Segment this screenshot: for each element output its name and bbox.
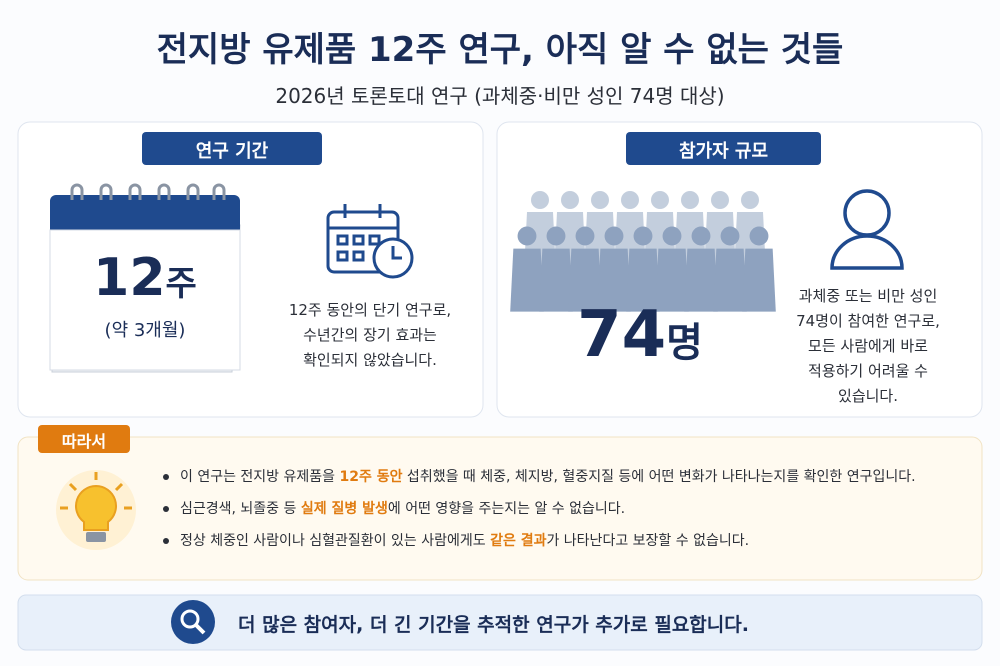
person-icon — [830, 189, 904, 270]
participants-badge: 참가자 규모 — [678, 141, 769, 162]
description-line: 모든 사람에게 바로 — [808, 337, 928, 355]
conclusion-card — [17, 436, 983, 581]
silhouette — [684, 226, 718, 312]
unit: 명 — [666, 320, 703, 366]
bullet-text: 에 어떤 영향을 주는지는 알 수 없습니다. — [387, 501, 626, 517]
silhouette — [539, 226, 573, 312]
bullet-highlight: 12주 동안 — [339, 469, 403, 485]
bullet-text: 가 나타난다고 보장할 수 없습니다. — [546, 533, 750, 549]
calendar-illustration — [49, 183, 241, 373]
silhouette — [626, 226, 660, 312]
footer-text: 더 많은 참여자, 더 긴 기간을 추적한 연구가 추가로 필요합니다. — [238, 614, 749, 636]
bullet: 정상 체중인 사람이나 심혈관질환이 있는 사람에게도 같은 결과가 나타난다고… — [180, 530, 749, 550]
description-line: 과체중 또는 비만 성인 — [798, 287, 938, 305]
bullet-highlight: 실제 질병 발생 — [300, 501, 388, 517]
description-line: 12주 동안의 단기 연구로, — [288, 301, 452, 319]
unit: 주 — [165, 264, 197, 304]
participants-badge-bg — [626, 132, 821, 165]
duration-note: (약 3개월) — [104, 320, 186, 341]
participants-number: 74명 — [540, 298, 740, 372]
bullet-dots — [163, 474, 169, 544]
bullet: 심근경색, 뇌졸중 등 실제 질병 발생에 어떤 영향을 주는지는 알 수 없습… — [180, 498, 625, 518]
title: 전지방 유제품 12주 연구, 아직 알 수 없는 것들 — [156, 30, 844, 70]
description-line: 74명이 참여한 연구로, — [796, 312, 940, 330]
silhouette — [568, 226, 602, 312]
conclusion-badge-bg — [38, 425, 130, 453]
description-line: 적용하기 어려울 수 — [808, 362, 928, 380]
silhouette — [655, 226, 689, 312]
number: 12 — [93, 248, 166, 308]
silhouette — [713, 226, 747, 312]
description-line: 있습니다. — [838, 387, 898, 405]
duration-badge: 연구 기간 — [195, 141, 269, 162]
bullet-text: 정상 체중인 사람이나 심혈관질환이 있는 사람에게도 — [180, 533, 491, 549]
silhouette — [742, 226, 776, 312]
bullet: 이 연구는 전지방 유제품을 12주 동안 섭취했을 때 체중, 체지방, 혈중… — [180, 466, 916, 486]
description-line: 수년간의 장기 효과는 — [303, 326, 437, 344]
conclusion-badge: 따라서 — [61, 432, 107, 451]
bullet-highlight: 같은 결과 — [490, 533, 547, 549]
search-icon — [171, 600, 215, 644]
description-line: 확인되지 않았습니다. — [303, 351, 437, 369]
calendar-clock-icon — [326, 204, 414, 279]
silhouette — [597, 226, 631, 312]
bullet-text: 섭취했을 때 체중, 체지방, 혈중지질 등에 어떤 변화가 나타나는지를 확인… — [402, 469, 916, 485]
duration-badge-bg — [142, 132, 322, 165]
bulb-icon — [56, 470, 136, 550]
bullet-text: 심근경색, 뇌졸중 등 — [180, 501, 301, 517]
people-illustration — [510, 191, 776, 312]
footer-bar — [17, 594, 983, 651]
number: 74 — [577, 298, 667, 372]
subtitle: 2026년 토론토대 연구 (과체중·비만 성인 74명 대상) — [275, 84, 725, 108]
duration-number: 12주 — [50, 248, 240, 308]
bullet-text: 이 연구는 전지방 유제품을 — [180, 469, 340, 485]
silhouette — [510, 226, 544, 312]
